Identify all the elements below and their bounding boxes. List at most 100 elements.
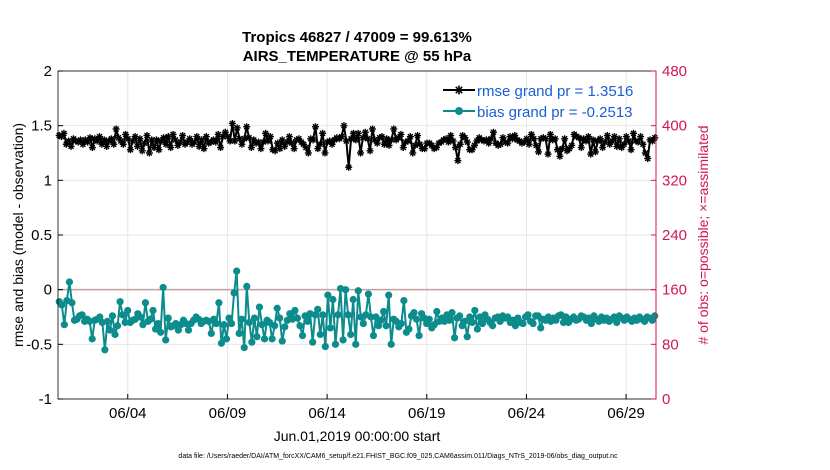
- series-rmse-point: [243, 123, 251, 131]
- series-rmse-point: [411, 141, 419, 149]
- series-rmse-point: [290, 145, 298, 153]
- series-rmse-point: [160, 134, 168, 142]
- series-bias-point: [103, 317, 112, 325]
- series-rmse-point: [366, 147, 374, 155]
- series-bias-point: [433, 307, 441, 316]
- series-bias-point: [319, 311, 327, 319]
- series-rmse-point: [546, 130, 554, 138]
- series-bias-point: [400, 297, 408, 305]
- series-rmse-point: [625, 137, 633, 145]
- series-bias-point: [412, 315, 421, 323]
- series-rmse-point: [67, 142, 75, 150]
- series-bias-point: [488, 322, 497, 330]
- y-tick-label: 1.5: [31, 118, 52, 135]
- series-rmse-point: [155, 146, 163, 154]
- series-rmse-point: [136, 135, 144, 143]
- series-rmse-point: [644, 154, 652, 162]
- series-rmse-point: [202, 133, 210, 141]
- series-bias-point: [364, 290, 373, 298]
- series-rmse-point: [110, 140, 118, 148]
- series-rmse-point: [603, 132, 611, 140]
- series-bias-point: [238, 315, 246, 323]
- series-bias-point: [182, 319, 190, 328]
- series-rmse-point: [487, 135, 495, 143]
- y2-tick-label: 320: [662, 172, 687, 189]
- series-bias-point: [456, 312, 464, 320]
- series-rmse-point: [112, 125, 120, 133]
- series-bias-point: [146, 315, 155, 323]
- series-bias-point: [124, 306, 132, 315]
- series-rmse-point: [133, 142, 141, 150]
- series-rmse-point: [228, 119, 236, 127]
- series-bias-point: [587, 319, 595, 328]
- data-file-footer: data file: /Users/raeder/DAI/ATM_forcXX/…: [178, 453, 618, 460]
- series-bias-point: [296, 322, 304, 330]
- y2-tick-label: 0: [662, 391, 670, 408]
- series-bias-point: [58, 301, 66, 309]
- series-rmse-point: [368, 125, 376, 133]
- bias-series: [55, 267, 659, 354]
- series-rmse-point: [596, 135, 604, 143]
- series-rmse-point: [352, 136, 360, 144]
- series-rmse-point: [319, 129, 327, 137]
- series-bias-point: [260, 335, 269, 343]
- series-bias-point: [385, 291, 393, 299]
- series-rmse-point: [103, 142, 111, 150]
- series-bias-point: [157, 328, 165, 336]
- series-rmse-point: [648, 137, 656, 145]
- series-bias-point: [473, 325, 481, 333]
- series-bias-point: [96, 313, 104, 321]
- y2-tick-label: 240: [662, 227, 687, 244]
- series-bias-point: [311, 311, 319, 319]
- series-bias-point: [331, 340, 340, 348]
- series-rmse-point: [193, 133, 201, 141]
- series-rmse-point: [639, 140, 647, 148]
- series-rmse-point: [217, 144, 225, 152]
- series-bias-point: [478, 319, 487, 328]
- series-bias-point: [88, 335, 96, 343]
- legend-bias-marker: [455, 107, 463, 115]
- y-tick-label: -0.5: [26, 336, 52, 353]
- series-rmse-point: [314, 145, 322, 153]
- series-bias-point: [141, 299, 150, 307]
- y-tick-label: 2: [44, 63, 52, 80]
- series-rmse-point: [309, 136, 317, 144]
- series-rmse-point: [544, 150, 552, 158]
- series-rmse-point: [504, 139, 512, 147]
- series-rmse-point: [345, 163, 353, 171]
- series-bias-point: [78, 311, 86, 319]
- series-rmse-point: [451, 144, 459, 152]
- series-rmse-point: [311, 123, 319, 131]
- series-rmse-point: [542, 135, 550, 143]
- y2-tick-label: 480: [662, 63, 687, 80]
- series-bias-point: [116, 298, 124, 306]
- series-rmse-point: [84, 138, 92, 146]
- series-rmse-point: [568, 141, 576, 149]
- series-bias-point: [359, 319, 367, 328]
- series-rmse-point: [148, 136, 156, 144]
- series-bias-point: [215, 299, 223, 307]
- series-rmse-point: [304, 149, 312, 157]
- series-rmse-point: [620, 140, 628, 148]
- series-rmse-point: [535, 148, 543, 156]
- series-rmse-point: [138, 147, 146, 155]
- series-bias-point: [250, 314, 258, 322]
- series-bias-point: [298, 331, 307, 340]
- series-bias-point: [321, 342, 329, 351]
- series-bias-point: [159, 283, 167, 292]
- series-rmse-point: [561, 135, 569, 143]
- series-bias-point: [334, 311, 342, 319]
- series-bias-point: [281, 323, 289, 331]
- series-bias-point: [380, 307, 388, 316]
- series-rmse-point: [641, 149, 649, 157]
- series-rmse-point: [409, 149, 417, 157]
- y-axis-left-ticks: -1 -0.5 0 0.5 1 1.5 2: [26, 63, 63, 408]
- series-bias-point: [227, 319, 236, 328]
- series-bias-point: [397, 319, 405, 328]
- series-bias-point: [278, 337, 286, 345]
- y2-tick-label: 80: [662, 336, 679, 353]
- series-bias-point: [324, 291, 332, 299]
- legend-bias-label: bias grand pr = -0.2513: [477, 104, 633, 121]
- series-bias-point: [253, 333, 261, 341]
